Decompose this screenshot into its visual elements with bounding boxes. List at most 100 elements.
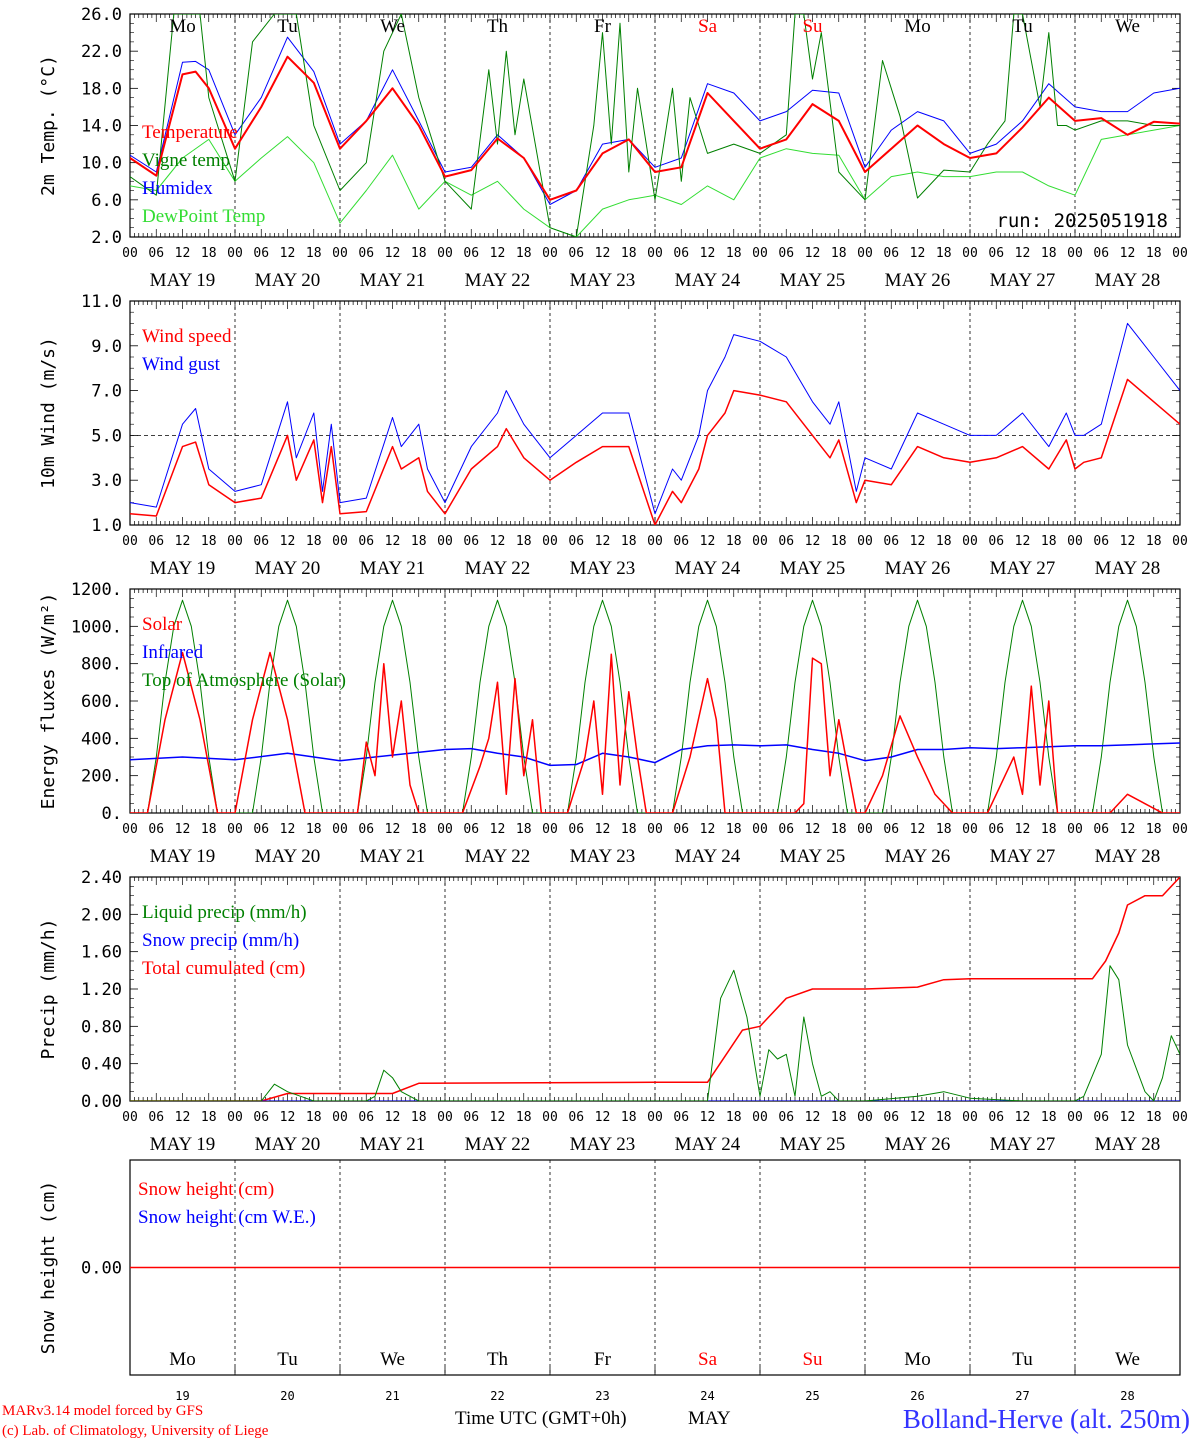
hour-tick-label: 12 [700, 822, 716, 837]
hour-tick-label: 06 [568, 1110, 584, 1125]
hour-tick-label: 18 [936, 246, 952, 261]
weekday-label: Tu [277, 16, 298, 37]
hour-tick-label: 06 [988, 246, 1004, 261]
series-line-liquid-precip-mm-h [130, 965, 1180, 1101]
legend-entry: Wind speed [142, 326, 232, 347]
hour-tick-label: 00 [647, 534, 663, 549]
series-line-total-cumulated-cm [130, 877, 1180, 1101]
hour-tick-label: 18 [726, 822, 742, 837]
y-tick-label: 2.40 [81, 868, 122, 888]
date-label: MAY 27 [990, 270, 1056, 291]
hour-tick-label: 12 [1120, 534, 1136, 549]
y-tick-label: 7.0 [91, 382, 122, 402]
hour-tick-label: 18 [621, 534, 637, 549]
weekday-label: We [380, 16, 405, 37]
hour-tick-label: 00 [752, 246, 768, 261]
y-tick-label: 18.0 [81, 79, 122, 99]
date-label: MAY 21 [360, 558, 426, 579]
hour-tick-label: 12 [1120, 822, 1136, 837]
hour-tick-label: 12 [1015, 246, 1031, 261]
hour-tick-label: 06 [253, 534, 269, 549]
hour-tick-label: 12 [595, 246, 611, 261]
legend-entry: Temperature [142, 122, 238, 143]
hour-tick-label: 00 [857, 534, 873, 549]
hour-tick-label: 06 [148, 822, 164, 837]
hour-tick-label: 12 [280, 534, 296, 549]
hour-tick-label: 18 [411, 246, 427, 261]
hour-tick-label: 18 [726, 1110, 742, 1125]
date-label: MAY 20 [255, 1134, 321, 1155]
y-tick-label: 3.0 [91, 471, 122, 491]
y-tick-label: 2.0 [91, 228, 122, 248]
hour-tick-label: 12 [910, 1110, 926, 1125]
series-line-wind-speed [130, 378, 1180, 525]
series-line-solar [130, 651, 1180, 813]
y-tick-label: 2.00 [81, 905, 122, 925]
date-label: MAY 23 [570, 270, 636, 291]
day-number-label: 26 [910, 1389, 924, 1403]
hour-tick-label: 06 [988, 534, 1004, 549]
panel-temperature: 00 06 12 18 00 06 12 18 00 06 12 18 00 06 12 18 00 06 12 18… [38, 5, 1188, 291]
date-label: MAY 20 [255, 558, 321, 579]
legend-entry: Humidex [142, 178, 213, 199]
hour-tick-label: 12 [700, 246, 716, 261]
hour-tick-label: 18 [411, 822, 427, 837]
hour-tick-label: 18 [936, 1110, 952, 1125]
series-line-vigne-temp [130, 14, 1180, 237]
day-number-label: 21 [385, 1389, 399, 1403]
hour-tick-label: 00 [1172, 1110, 1188, 1125]
hour-tick-label: 12 [910, 822, 926, 837]
day-number-label: 28 [1120, 1389, 1134, 1403]
hour-tick-label: 00 [332, 822, 348, 837]
hour-tick-label: 00 [752, 822, 768, 837]
series-line-dewpoint-temp [130, 125, 1180, 237]
hour-tick-label: 00 [647, 246, 663, 261]
weekday-label: Fr [594, 16, 612, 37]
hour-tick-label: 18 [1041, 246, 1057, 261]
weekday-label: Sa [698, 1349, 718, 1370]
hour-tick-label: 12 [280, 1110, 296, 1125]
hour-tick-label: 00 [332, 534, 348, 549]
hour-tick-label: 06 [568, 246, 584, 261]
hour-tick-label: 06 [778, 246, 794, 261]
y-tick-label: 14.0 [81, 117, 122, 137]
weekday-label: Th [487, 1349, 509, 1370]
date-label: MAY 22 [465, 846, 531, 867]
hour-tick-label: 06 [673, 1110, 689, 1125]
hour-tick-label: 00 [1172, 246, 1188, 261]
hour-tick-label: 06 [1093, 534, 1109, 549]
date-label: MAY 23 [570, 846, 636, 867]
series-group [130, 14, 1180, 237]
hour-tick-label: 00 [962, 534, 978, 549]
hour-tick-label: 00 [542, 1110, 558, 1125]
hour-tick-label: 00 [1067, 246, 1083, 261]
y-tick-label: 0.80 [81, 1017, 122, 1037]
weekday-label: Fr [594, 1349, 612, 1370]
hour-tick-label: 00 [542, 246, 558, 261]
legend-entry: Top of Atmosphere (Solar) [142, 670, 346, 691]
hour-tick-label: 00 [1067, 534, 1083, 549]
date-label: MAY 26 [885, 846, 951, 867]
hour-tick-label: 18 [201, 822, 217, 837]
hour-tick-label: 00 [437, 534, 453, 549]
hour-tick-label: 06 [988, 1110, 1004, 1125]
hour-tick-label: 00 [227, 246, 243, 261]
date-label: MAY 26 [885, 558, 951, 579]
day-number-label: 20 [280, 1389, 294, 1403]
hour-tick-label: 06 [988, 822, 1004, 837]
legend-entry: Infrared [142, 642, 204, 663]
hour-tick-label: 18 [831, 246, 847, 261]
hour-tick-label: 00 [1067, 822, 1083, 837]
hour-tick-label: 18 [1146, 1110, 1162, 1125]
panel-precip: 00 06 12 18 00 06 12 18 00 06 12 18 00 06 12 18 00 06 12 18… [38, 868, 1188, 1155]
hour-tick-label: 00 [1067, 1110, 1083, 1125]
y-tick-label: 26.0 [81, 5, 122, 25]
hour-tick-label: 00 [227, 534, 243, 549]
y-tick-label: 200. [81, 767, 122, 787]
lab-credit: (c) Lab. of Climatology, University of L… [2, 1423, 269, 1439]
hour-tick-label: 18 [306, 1110, 322, 1125]
hour-tick-label: 18 [516, 534, 532, 549]
hour-tick-label: 12 [490, 822, 506, 837]
hour-tick-label: 12 [1120, 246, 1136, 261]
y-tick-label: 5.0 [91, 426, 122, 446]
